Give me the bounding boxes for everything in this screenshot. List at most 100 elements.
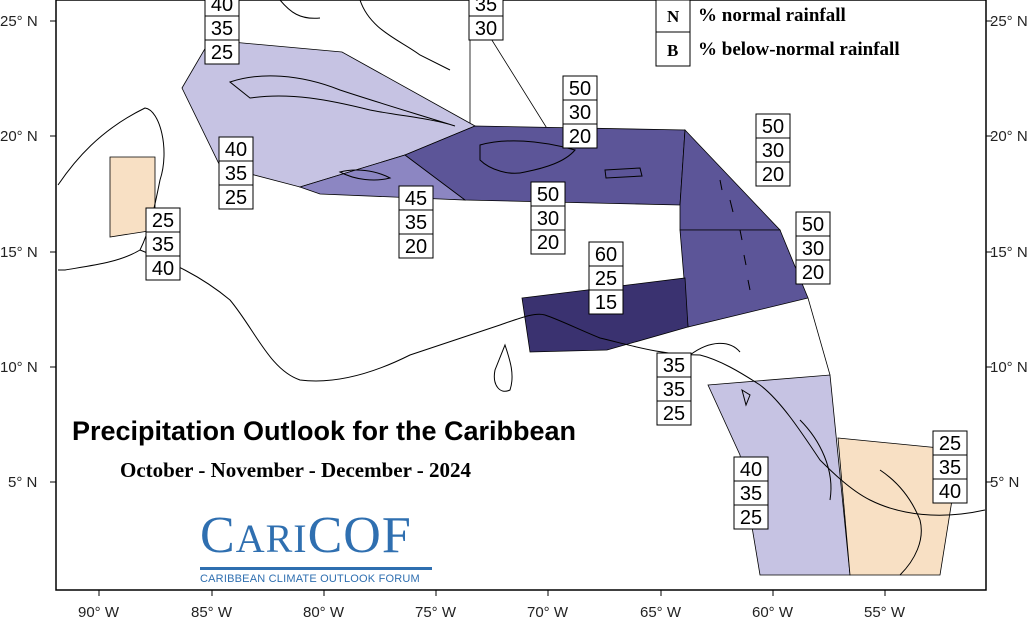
forecast-value: 30 <box>569 102 591 124</box>
forecast-value: 20 <box>802 262 824 284</box>
lon-labels: 90° W 85° W 80° W 75° W 70° W 65° W 60° … <box>78 604 906 621</box>
forecast-cell <box>755 113 791 139</box>
lat-label-20-right: 20° N <box>990 128 1028 145</box>
lat-labels-left: 25° N 20° N 15° N 10° N 5° N <box>0 13 38 491</box>
forecast-value: 35 <box>152 234 174 256</box>
forecast-value: 25 <box>595 268 617 290</box>
forecast-value: 40 <box>939 481 961 503</box>
logo-tagline: CARIBBEAN CLIMATE OUTLOOK FORUM <box>200 573 420 585</box>
forecast-value: 25 <box>939 433 961 455</box>
legend-label-below: % below-normal rainfall <box>698 39 900 60</box>
legend-key-b: B <box>667 41 678 60</box>
forecast-cell <box>932 430 968 456</box>
forecast-cell <box>588 265 624 291</box>
forecast-value: 20 <box>569 126 591 148</box>
lon-label-80: 80° W <box>303 604 345 621</box>
forecast-value: 35 <box>663 355 685 377</box>
lat-labels-right: 25° N 20° N 15° N 10° N 5° N <box>990 13 1028 491</box>
forecast-value: 35 <box>405 212 427 234</box>
forecast-value: 60 <box>595 244 617 266</box>
forecast-cell <box>795 211 831 237</box>
legend-key-box-b <box>655 31 691 67</box>
legend: N % normal rainfall B % below-normal rai… <box>655 0 900 67</box>
forecast-value: 40 <box>152 258 174 280</box>
forecast-value: 25 <box>663 403 685 425</box>
lat-label-10-left: 10° N <box>0 359 38 376</box>
map-title: Precipitation Outlook for the Caribbean <box>72 416 577 446</box>
lon-label-75: 75° W <box>415 604 457 621</box>
lat-label-5-left: 5° N <box>8 474 37 491</box>
lon-label-70: 70° W <box>527 604 569 621</box>
lat-label-5-right: 5° N <box>990 474 1019 491</box>
lon-label-90: 90° W <box>78 604 120 621</box>
forecast-cell <box>755 161 791 187</box>
forecast-value: 30 <box>762 140 784 162</box>
forecast-cell <box>656 400 692 426</box>
forecast-cell <box>656 376 692 402</box>
forecast-value: 20 <box>405 236 427 258</box>
lon-label-85: 85° W <box>191 604 233 621</box>
lat-label-20-left: 20° N <box>0 128 38 145</box>
logo-rule <box>200 567 432 570</box>
forecast-value: 35 <box>663 379 685 401</box>
forecast-cell <box>562 99 598 125</box>
forecast-cell <box>588 289 624 315</box>
forecast-value: 15 <box>595 292 617 314</box>
forecast-value: 40 <box>225 139 247 161</box>
forecast-cell <box>733 504 769 530</box>
legend-label-normal: % normal rainfall <box>698 5 846 26</box>
forecast-cell <box>562 123 598 149</box>
forecast-cell <box>204 39 240 65</box>
region-abc <box>521 277 689 353</box>
forecast-cell <box>932 478 968 504</box>
region-guyana <box>707 374 851 576</box>
forecast-value: 25 <box>211 42 233 64</box>
forecast-value: 30 <box>802 238 824 260</box>
forecast-value: 50 <box>802 214 824 236</box>
forecast-cell <box>755 137 791 163</box>
lon-ticks <box>98 590 886 596</box>
forecast-cell <box>733 480 769 506</box>
lon-label-65: 65° W <box>640 604 682 621</box>
lat-label-15-left: 15° N <box>0 244 38 261</box>
forecast-value: 20 <box>537 232 559 254</box>
coastlines <box>57 0 986 576</box>
forecast-cell <box>795 259 831 285</box>
forecast-cell <box>145 255 181 281</box>
forecast-value: 35 <box>211 18 233 40</box>
forecast-value: 25 <box>740 507 762 529</box>
logo-wordmark: CARICOF <box>200 507 412 564</box>
forecast-cell <box>562 75 598 101</box>
forecast-value: 35 <box>225 163 247 185</box>
forecast-value: 25 <box>225 187 247 209</box>
forecast-value: 45 <box>405 188 427 210</box>
forecast-value: 40 <box>740 459 762 481</box>
forecast-value: 35 <box>740 483 762 505</box>
forecast-value: 20 <box>762 164 784 186</box>
caricof-logo: CARICOF CARIBBEAN CLIMATE OUTLOOK FORUM <box>200 510 435 585</box>
lat-label-10-right: 10° N <box>990 359 1028 376</box>
forecast-value: 50 <box>762 116 784 138</box>
forecast-value: 50 <box>569 78 591 100</box>
region-suriname <box>837 437 961 576</box>
forecast-cell <box>218 184 254 210</box>
forecast-value: 50 <box>537 184 559 206</box>
forecast-cell <box>398 185 434 211</box>
legend-key-n: N <box>667 7 680 26</box>
lat-label-15-right: 15° N <box>990 244 1028 261</box>
forecast-cell <box>398 209 434 235</box>
